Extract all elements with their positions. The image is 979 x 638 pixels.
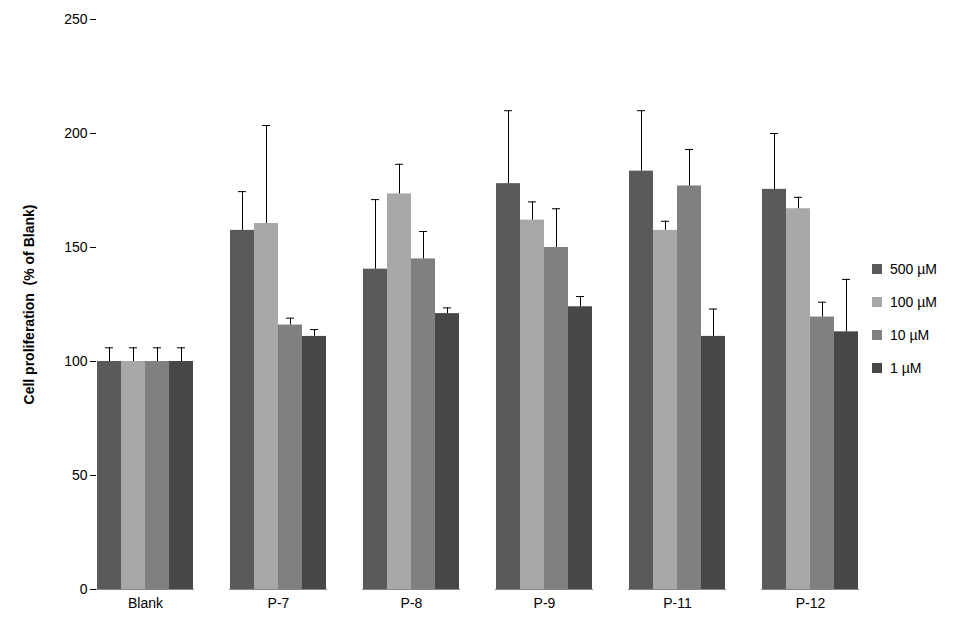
svg-text:150: 150 bbox=[64, 239, 88, 255]
svg-text:P-11: P-11 bbox=[663, 595, 692, 611]
svg-text:250: 250 bbox=[64, 11, 88, 27]
html-text:1 µM: 1 µM bbox=[890, 359, 922, 376]
svg-text:P-7: P-7 bbox=[268, 595, 290, 611]
html-text:10 µM: 10 µM bbox=[890, 326, 930, 343]
svg-text:Cell proliferation (% of Blan: Cell proliferation (% of Blank) bbox=[21, 205, 37, 405]
html-text:100 µM: 100 µM bbox=[890, 293, 937, 310]
svg-text:50: 50 bbox=[72, 467, 88, 483]
svg-text:P-12: P-12 bbox=[796, 595, 826, 611]
svg-text:100: 100 bbox=[64, 353, 88, 369]
svg-text:P-9: P-9 bbox=[534, 595, 556, 611]
html-text:500 µM: 500 µM bbox=[890, 260, 937, 277]
svg-text:0: 0 bbox=[80, 581, 88, 597]
svg-text:200: 200 bbox=[64, 125, 88, 141]
svg-text:Blank: Blank bbox=[128, 595, 164, 611]
svg-text:P-8: P-8 bbox=[401, 595, 423, 611]
